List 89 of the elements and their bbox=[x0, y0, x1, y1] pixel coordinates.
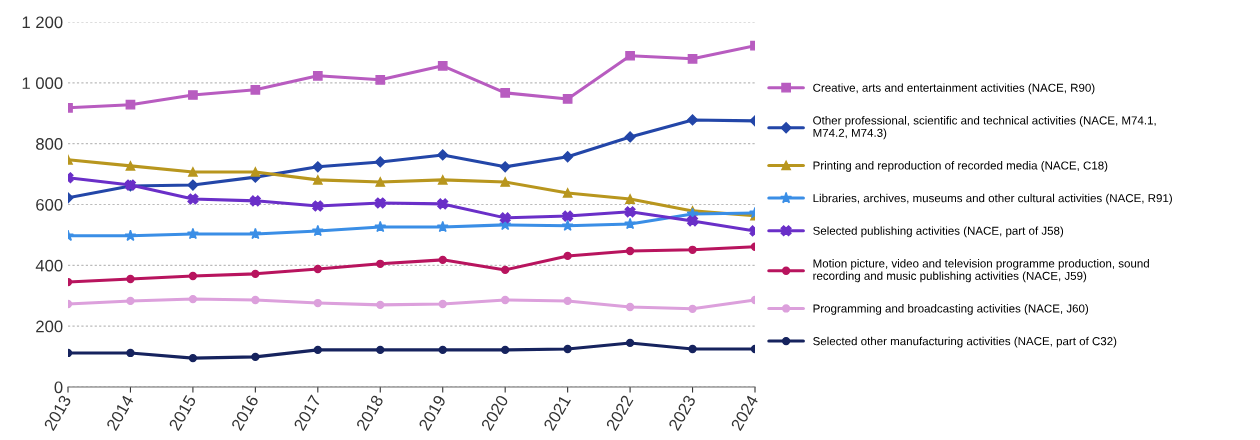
point bbox=[374, 156, 386, 168]
point bbox=[501, 345, 510, 355]
point bbox=[374, 220, 387, 233]
point bbox=[249, 195, 261, 207]
y-tick-label: 1 000 bbox=[22, 77, 63, 90]
point bbox=[500, 88, 511, 98]
point bbox=[625, 246, 635, 256]
point bbox=[437, 149, 449, 161]
point bbox=[251, 352, 260, 362]
point bbox=[187, 193, 199, 205]
point bbox=[625, 50, 635, 61]
point bbox=[188, 353, 198, 363]
point bbox=[499, 161, 511, 173]
point bbox=[375, 74, 386, 85]
point bbox=[376, 300, 385, 310]
point bbox=[625, 302, 635, 312]
point bbox=[187, 179, 199, 191]
point bbox=[624, 131, 636, 143]
point bbox=[251, 269, 260, 279]
point bbox=[312, 175, 323, 185]
legend-label: Libraries, archives, museums and other cultural activities (NACE, R91) bbox=[813, 193, 1172, 205]
point bbox=[188, 90, 198, 100]
point bbox=[313, 264, 322, 274]
legend-label: Other professional, scientific and technical activities (NACE, M74.1, M74.2, M74.3) bbox=[813, 116, 1156, 140]
point bbox=[125, 99, 136, 110]
point bbox=[437, 198, 449, 210]
y-tick-label: 600 bbox=[36, 198, 63, 211]
point bbox=[624, 217, 637, 230]
y-tick-label: 800 bbox=[36, 138, 63, 150]
point bbox=[625, 338, 635, 348]
point bbox=[563, 251, 572, 261]
point bbox=[126, 348, 135, 358]
point bbox=[687, 53, 698, 64]
point bbox=[312, 161, 324, 173]
point bbox=[126, 296, 135, 306]
point bbox=[311, 224, 324, 237]
point bbox=[437, 60, 448, 71]
point bbox=[688, 245, 697, 254]
point bbox=[125, 161, 136, 171]
point bbox=[562, 210, 574, 222]
point bbox=[436, 220, 449, 233]
point bbox=[312, 70, 323, 81]
point bbox=[562, 151, 574, 163]
point bbox=[625, 194, 635, 204]
point bbox=[437, 175, 448, 185]
point bbox=[501, 295, 510, 305]
point bbox=[562, 188, 573, 198]
point bbox=[126, 274, 135, 284]
point bbox=[438, 299, 447, 309]
point bbox=[188, 167, 198, 177]
point bbox=[251, 295, 260, 305]
point bbox=[562, 94, 573, 104]
legend-label: Printing and reproduction of recorded media (NACE, C18) bbox=[813, 161, 1108, 172]
y-tick-label: 400 bbox=[35, 259, 63, 272]
point bbox=[686, 215, 699, 227]
point bbox=[500, 177, 511, 187]
point bbox=[376, 259, 385, 268]
legend-label: Creative, arts and entertainment activities (NACE, R90) bbox=[813, 83, 1095, 95]
point bbox=[499, 212, 511, 224]
point bbox=[563, 344, 572, 354]
point bbox=[438, 345, 447, 355]
point bbox=[563, 296, 572, 306]
point bbox=[312, 200, 324, 212]
point bbox=[688, 304, 697, 313]
legend-label: Motion picture, video and television programme production, sound recording and music publishing activities (NACE, J59) bbox=[813, 259, 1149, 283]
point bbox=[124, 229, 137, 242]
legend-label: Programming and broadcasting activities (NACE, J60) bbox=[813, 304, 1089, 315]
point bbox=[374, 197, 386, 209]
point bbox=[375, 177, 386, 187]
y-tick-label: 0 bbox=[54, 381, 63, 394]
y-tick-label: 1 200 bbox=[22, 16, 63, 29]
legend-label: Selected publishing activities (NACE, part of J58) bbox=[813, 226, 1064, 238]
point bbox=[250, 84, 261, 95]
point bbox=[313, 298, 322, 308]
point bbox=[186, 227, 199, 240]
point bbox=[501, 265, 510, 275]
point bbox=[249, 227, 262, 240]
point bbox=[188, 271, 198, 281]
point bbox=[188, 294, 198, 304]
y-tick-label: 200 bbox=[36, 320, 63, 333]
point bbox=[250, 167, 261, 177]
point bbox=[624, 206, 636, 218]
point bbox=[376, 345, 385, 355]
point bbox=[561, 219, 574, 231]
legend-label: Selected other manufacturing activities (NACE, part of C32) bbox=[813, 336, 1117, 348]
point bbox=[686, 114, 699, 126]
point bbox=[438, 255, 447, 265]
point bbox=[688, 344, 697, 354]
point bbox=[313, 345, 322, 355]
